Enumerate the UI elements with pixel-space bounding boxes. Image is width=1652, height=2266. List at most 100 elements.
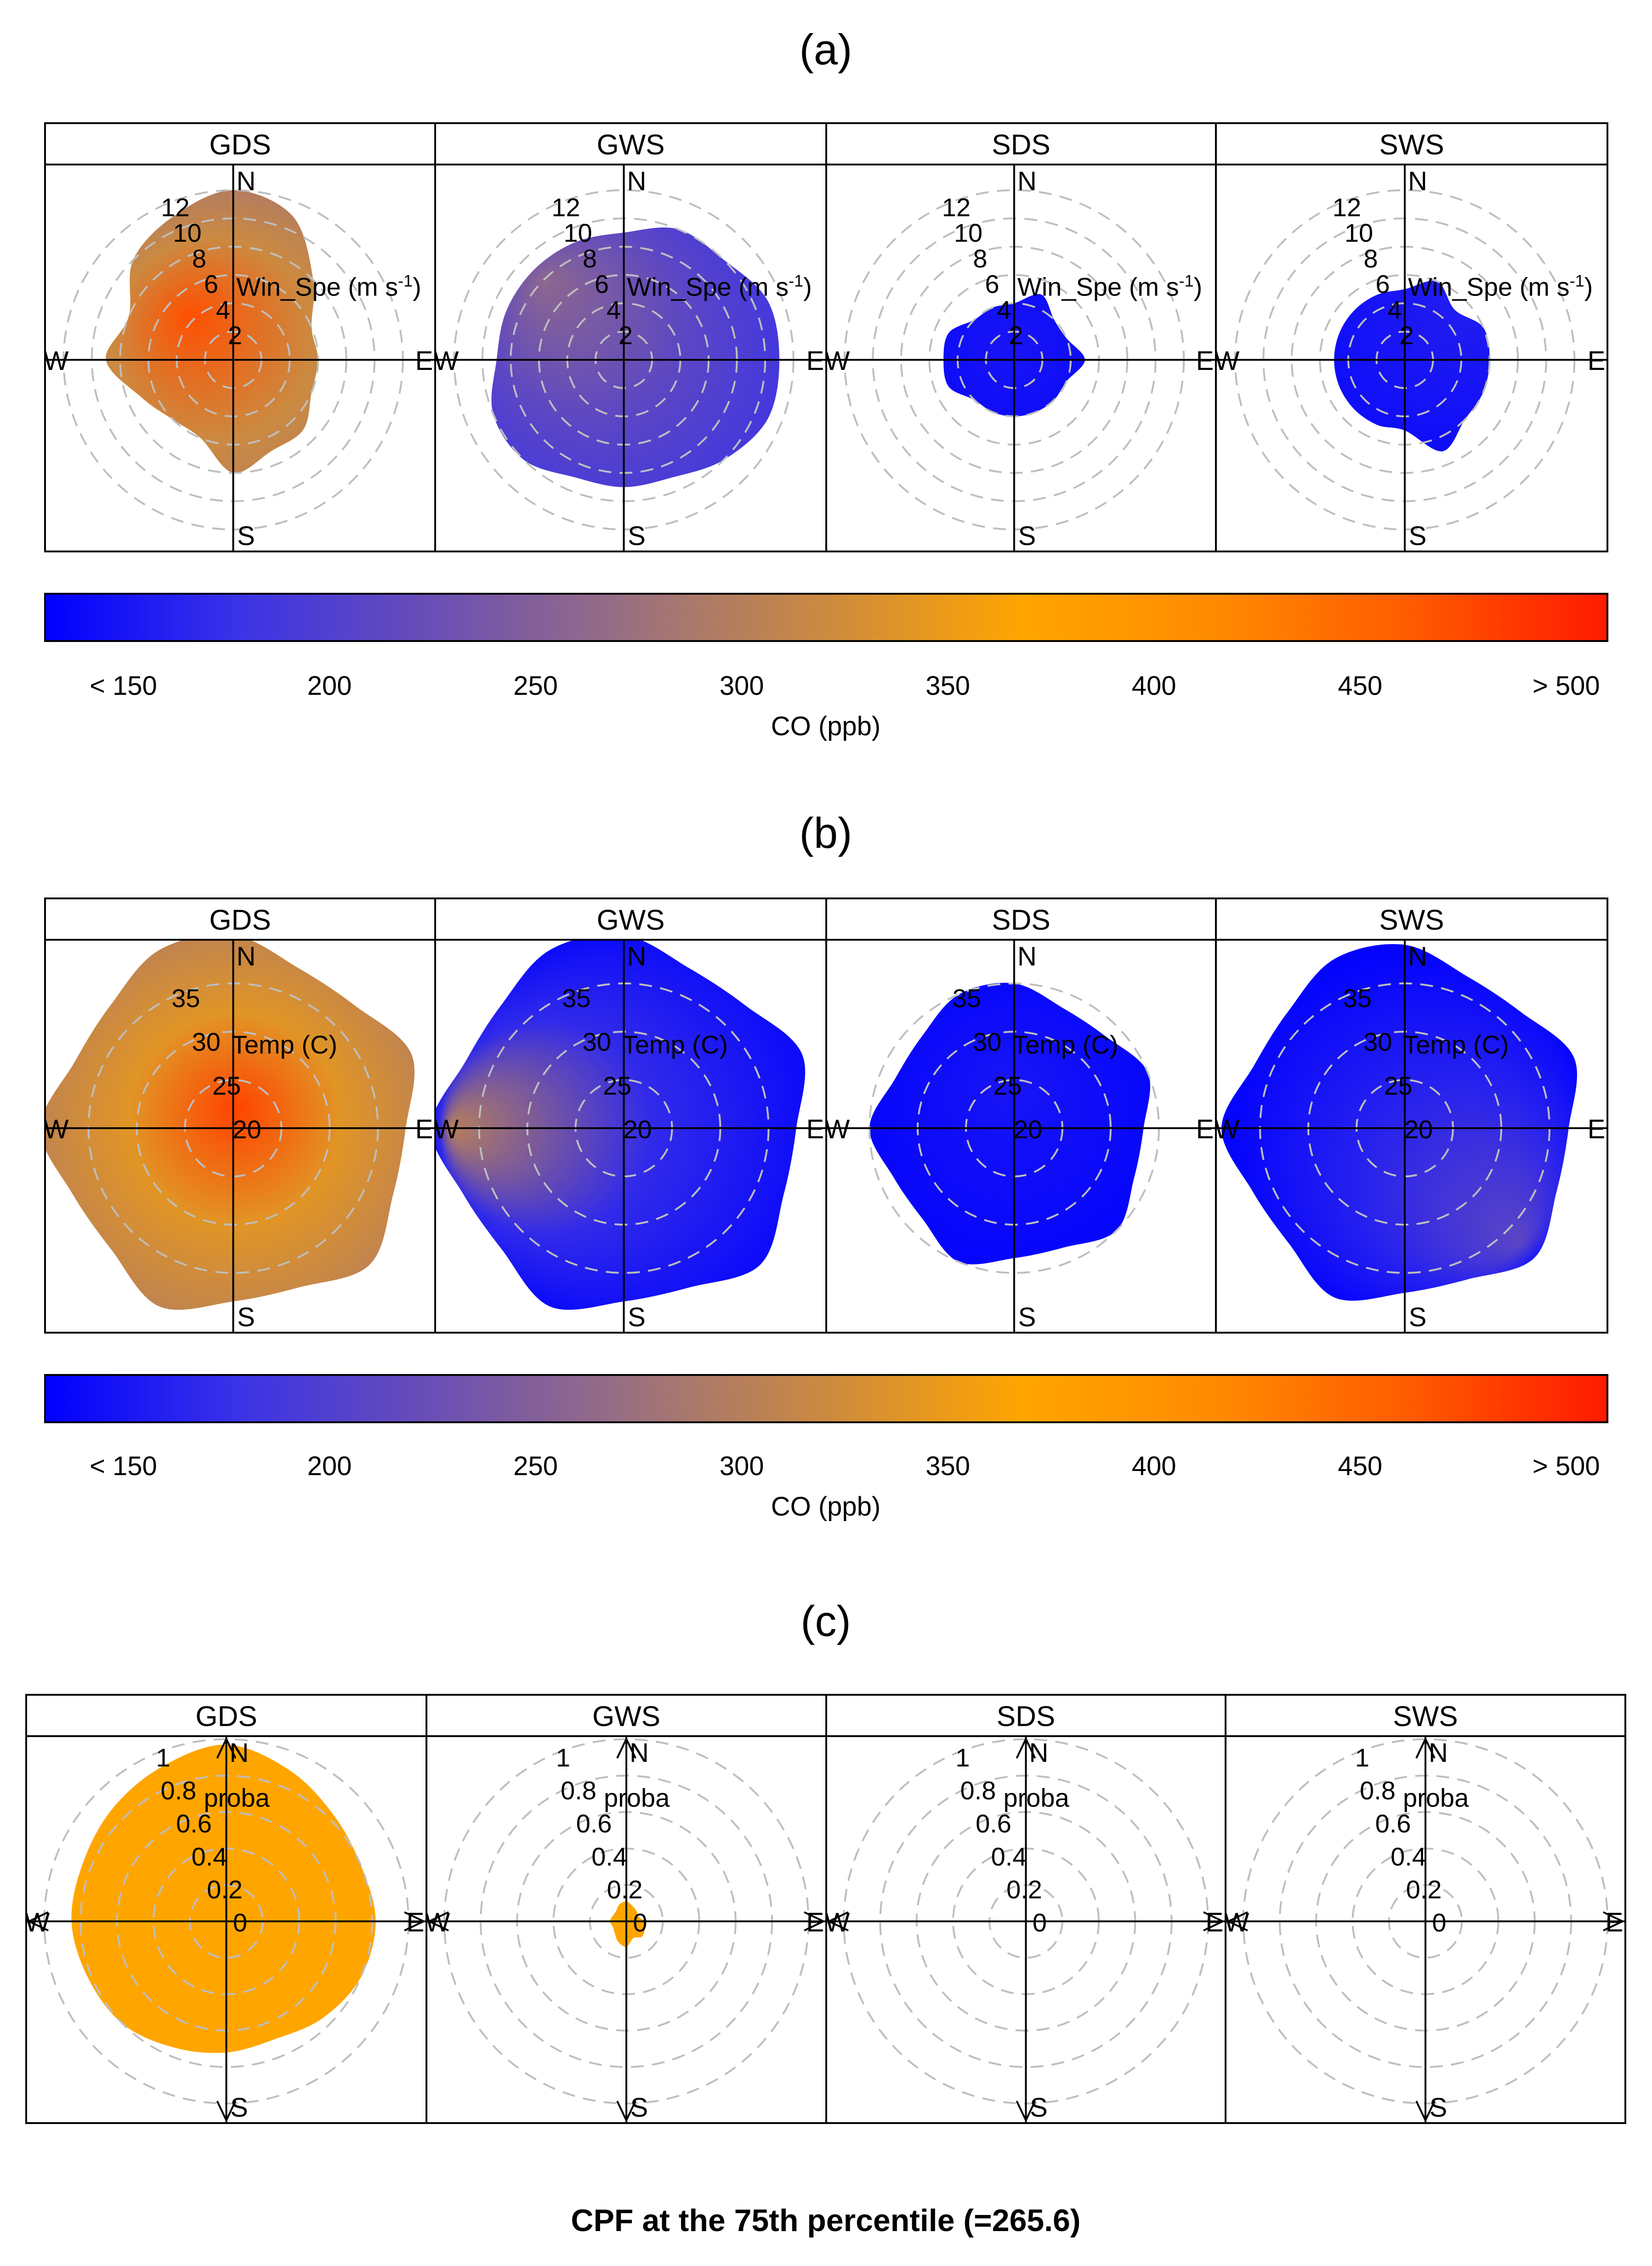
panel-label-a: (a) — [800, 25, 852, 74]
colorbar-tick-label: 400 — [1132, 671, 1176, 701]
radial-tick-label: 35 — [953, 984, 981, 1013]
colorbar-tick-label: 450 — [1338, 1451, 1382, 1481]
figure-caption: CPF at the 75th percentile (=265.6) — [571, 2203, 1080, 2238]
facet-strip — [434, 897, 827, 941]
radial-axis-title: Temp (C) — [622, 1030, 728, 1059]
radial-tick-label: 12 — [1333, 193, 1361, 221]
colorbar-tick-label: > 500 — [1533, 671, 1600, 701]
compass-west: W — [434, 346, 459, 376]
radial-tick-label: 0.8 — [161, 1776, 197, 1805]
compass-west: W — [1215, 346, 1240, 376]
radial-tick-label: 12 — [551, 193, 580, 221]
facet-strip-label: SDS — [992, 129, 1050, 161]
radial-tick-label: 0.6 — [176, 1809, 212, 1838]
direction-arrow-icon — [616, 2101, 636, 2123]
radial-tick-label: 0.6 — [1375, 1809, 1411, 1838]
compass-east: E — [1196, 346, 1214, 376]
heatmap-surface — [106, 190, 318, 473]
cpf-surface — [610, 1901, 646, 1947]
radial-tick-label: 1 — [1355, 1743, 1369, 1772]
colorbar-title: CO (ppb) — [771, 711, 881, 741]
colorbar-tick-label: 350 — [925, 1451, 970, 1481]
facet-strip — [426, 1694, 827, 1737]
radial-tick-label: 0.4 — [591, 1842, 627, 1871]
radial-tick-label: 0.4 — [1391, 1842, 1426, 1871]
facet-plot: 0 0.2 0.4 0.6 0.8 1 proba N S W E — [426, 1736, 826, 2123]
facet-strip-label: SWS — [1393, 1701, 1458, 1732]
radial-tick-label: 1 — [156, 1743, 170, 1772]
compass-east: E — [1196, 1114, 1214, 1144]
compass-north: N — [1408, 166, 1427, 196]
facet-b-gws: GWS 20 25 30 35 Temp (C) N S W E — [434, 897, 827, 1334]
radial-tick-label: 1 — [955, 1743, 970, 1772]
compass-south: S — [230, 2093, 248, 2123]
radial-tick-label: 6 — [204, 270, 218, 299]
colorbar-tick-label: 200 — [307, 671, 352, 701]
colorbar-tick-label: 400 — [1132, 1451, 1176, 1481]
compass-north: N — [627, 942, 647, 971]
radial-tick-label: 0.4 — [991, 1842, 1027, 1871]
direction-arrow-icon — [216, 1737, 237, 1759]
compass-south: S — [237, 1302, 255, 1332]
heatmap-surface — [435, 940, 806, 1310]
compass-east: E — [806, 346, 824, 376]
radial-axis-title: Temp (C) — [1012, 1030, 1118, 1059]
axis-title-text: Temp (C) — [622, 1030, 728, 1059]
compass-east: E — [806, 1908, 824, 1937]
radial-tick-label: 4 — [997, 295, 1011, 324]
radial-axis-title: Temp (C) — [232, 1030, 337, 1059]
cpf-surface — [71, 1744, 376, 2053]
axis-title-text: Win_Spe (m s — [1017, 273, 1179, 301]
radial-axis-title: proba — [1403, 1783, 1469, 1812]
axis-title-end: ) — [1584, 273, 1593, 301]
compass-south: S — [628, 521, 646, 551]
radial-tick-label: 6 — [985, 270, 999, 299]
facet-plot: 20 25 30 35 Temp (C) N S W E — [825, 940, 1216, 1333]
facet-strip-label: GWS — [592, 1701, 660, 1732]
facet-strip-label: GWS — [596, 904, 664, 936]
radial-tick-label: 1 — [556, 1743, 570, 1772]
direction-arrow-icon — [1203, 1911, 1225, 1931]
facet-b-gds: GDS 20 25 30 35 Temp (C) N S W E — [44, 897, 436, 1334]
radial-tick-label: 0.8 — [561, 1776, 596, 1805]
facet-frame — [1215, 939, 1608, 1334]
compass-south: S — [1430, 2093, 1448, 2123]
axis-title-text: Temp (C) — [232, 1030, 337, 1059]
compass-west: W — [825, 1114, 850, 1144]
radial-axis-title: Temp (C) — [1403, 1030, 1509, 1059]
compass-south: S — [1030, 2093, 1048, 2123]
heatmap-surface — [45, 940, 415, 1310]
radial-tick-label: 2 — [619, 321, 633, 350]
axis-title-text: Temp (C) — [1403, 1030, 1509, 1059]
direction-arrow-icon — [216, 2101, 237, 2123]
radial-tick-label: 30 — [192, 1028, 221, 1056]
colorbar-tick-label: 250 — [513, 1451, 558, 1481]
facet-strip — [825, 1694, 1226, 1737]
radial-axis-title: proba — [204, 1783, 270, 1812]
compass-north: N — [627, 166, 647, 196]
compass-north: N — [237, 166, 256, 196]
facet-c-sws: SWS 0 0.2 0.4 0.6 0.8 1 proba N S W E — [1225, 1694, 1626, 2124]
axis-title-end: ) — [1194, 273, 1203, 301]
radial-tick-label: 8 — [583, 244, 597, 273]
compass-north: N — [1408, 942, 1427, 971]
radial-axis-title: Win_Spe (m s-1) — [236, 271, 421, 301]
radial-tick-label: 25 — [212, 1071, 241, 1100]
radial-tick-label: 0.2 — [1006, 1875, 1042, 1904]
compass-north: N — [230, 1738, 249, 1768]
direction-arrow-icon — [1016, 2101, 1036, 2123]
facet-strip-label: SDS — [997, 1701, 1055, 1732]
facet-plot: 0 0.2 0.4 0.6 0.8 1 proba N S W E — [26, 1736, 426, 2123]
radial-tick-label: 35 — [1343, 984, 1372, 1013]
colorbar-tick-label: 250 — [513, 671, 558, 701]
direction-arrow-icon — [1415, 1737, 1436, 1759]
radial-axis-title: proba — [1003, 1783, 1069, 1812]
radial-tick-label: 4 — [216, 295, 230, 324]
compass-south: S — [1409, 1302, 1427, 1332]
colorbar-tick-label: < 150 — [90, 671, 157, 701]
